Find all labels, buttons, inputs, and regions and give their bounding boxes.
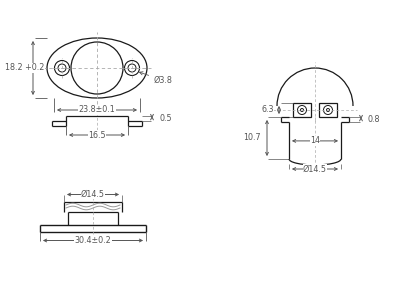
Text: Ø14.5: Ø14.5 — [303, 164, 327, 174]
Text: Ø3.8: Ø3.8 — [140, 72, 173, 85]
Text: 30.4±0.2: 30.4±0.2 — [75, 236, 111, 245]
Text: 10.7: 10.7 — [243, 134, 261, 142]
Text: 0.8: 0.8 — [368, 115, 380, 124]
Text: Ø14.5: Ø14.5 — [81, 190, 105, 199]
Bar — [319, 103, 337, 117]
Text: 18.2 +0.2: 18.2 +0.2 — [5, 63, 45, 72]
Text: 0.5: 0.5 — [160, 114, 173, 123]
Text: 16.5: 16.5 — [88, 130, 106, 140]
Text: 6.3: 6.3 — [262, 106, 274, 114]
Text: 14: 14 — [310, 136, 320, 145]
Bar — [293, 103, 311, 117]
Text: 23.8±0.1: 23.8±0.1 — [79, 106, 115, 114]
